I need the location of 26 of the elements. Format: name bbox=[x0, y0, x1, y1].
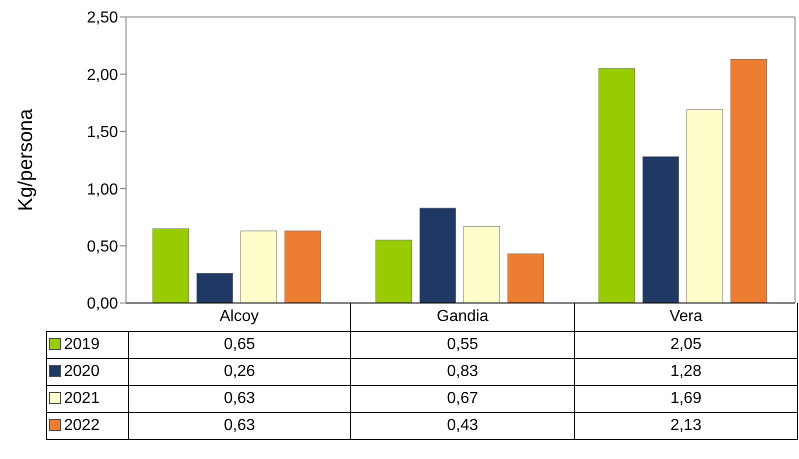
y-tick-label: 2,50 bbox=[86, 10, 118, 27]
data-label: 0,55 bbox=[350, 331, 574, 358]
data-label: 0,65 bbox=[128, 331, 351, 358]
data-label: 0,26 bbox=[128, 358, 351, 385]
y-tick-label: 0,00 bbox=[86, 296, 118, 313]
legend-label: 2019 bbox=[64, 336, 100, 352]
data-label: 0,63 bbox=[128, 412, 351, 439]
data-label: 1,69 bbox=[574, 385, 798, 412]
y-tick-label: 1,50 bbox=[86, 124, 118, 142]
legend-label: 2020 bbox=[64, 362, 100, 380]
y-tick-label: 0,50 bbox=[86, 238, 118, 256]
data-label: 2,13 bbox=[574, 412, 798, 439]
x-tick-label: Gandia bbox=[350, 303, 574, 331]
y-tick-label: 2,00 bbox=[86, 66, 118, 84]
x-tick-label: Vera bbox=[574, 303, 798, 331]
y-axis-title: Kg/persona bbox=[15, 108, 38, 212]
data-label: 1,28 bbox=[574, 358, 798, 385]
data-label: 0,43 bbox=[350, 412, 574, 439]
data-label: 0,67 bbox=[350, 385, 574, 412]
y-tick-label: 1,00 bbox=[86, 181, 118, 198]
x-tick-label: Alcoy bbox=[128, 303, 351, 331]
data-label: 0,83 bbox=[350, 358, 574, 385]
legend-label: 2021 bbox=[64, 390, 100, 406]
data-label: 0,63 bbox=[128, 385, 351, 412]
legend-label: 2022 bbox=[64, 416, 100, 434]
data-label: 2,05 bbox=[574, 331, 798, 358]
